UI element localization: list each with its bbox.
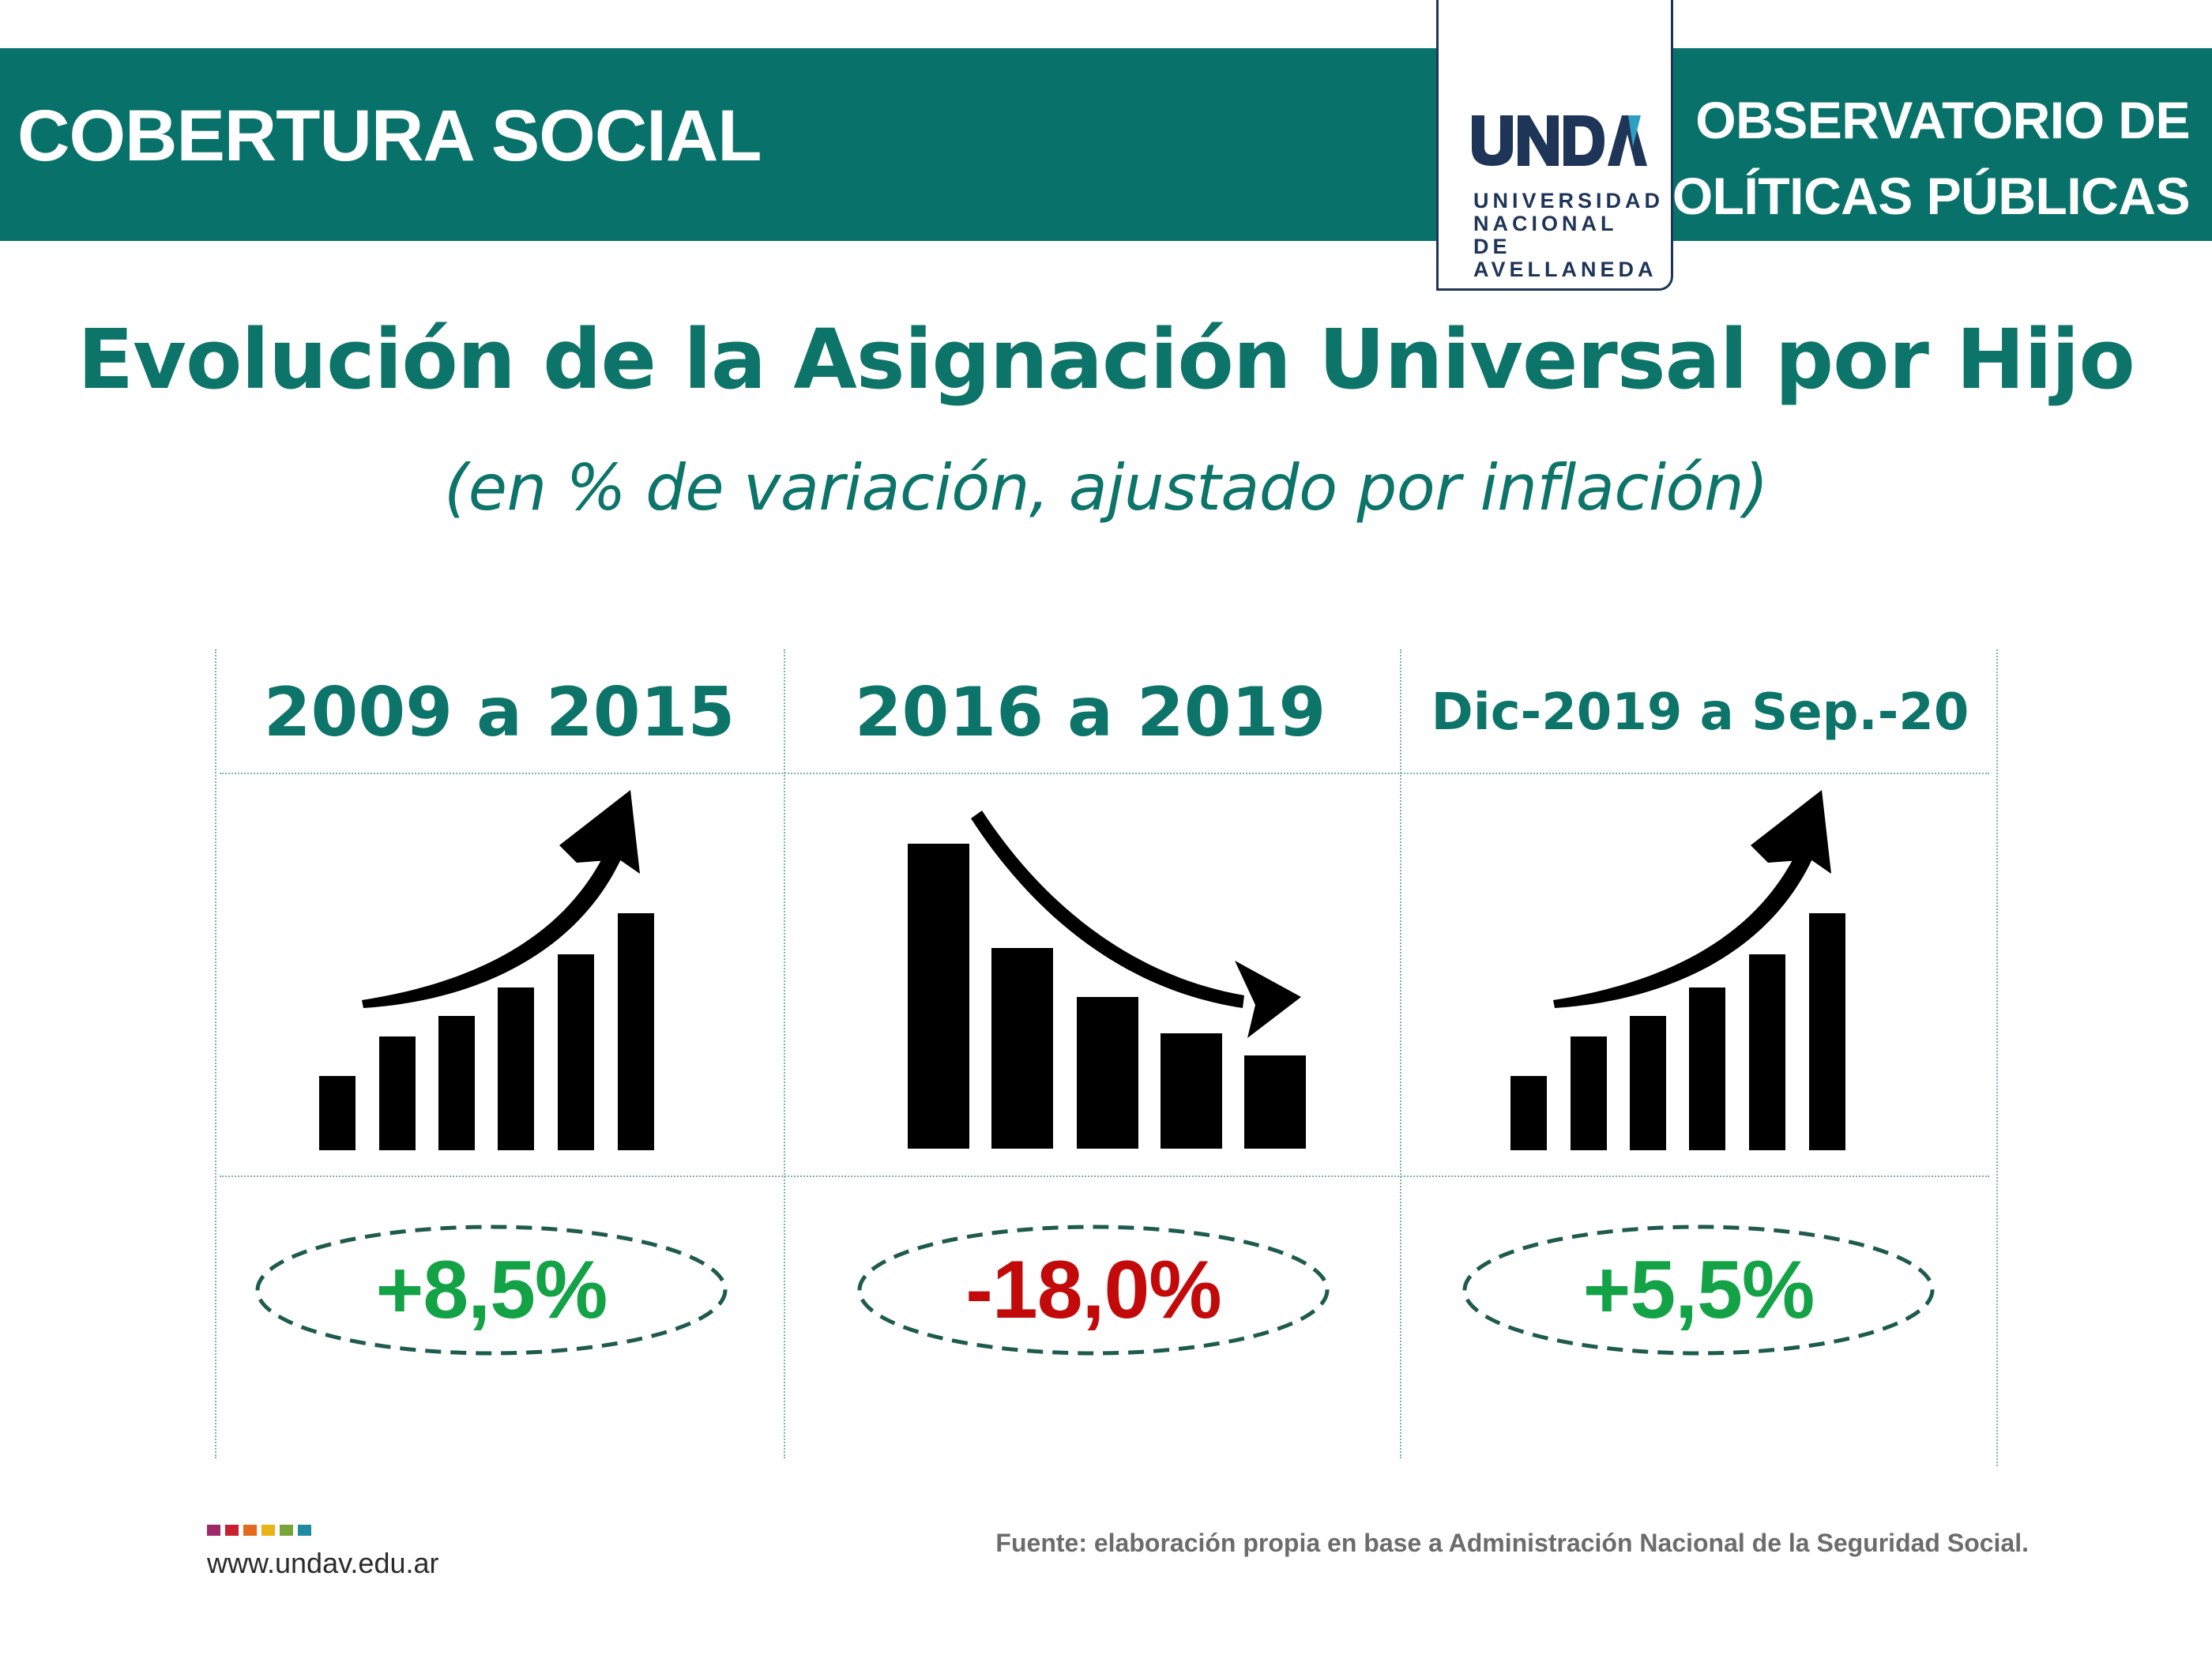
period-label-1: 2009 a 2015 bbox=[263, 673, 735, 752]
grid-line bbox=[1996, 649, 1998, 1466]
logo-line-3: AVELLANEDA bbox=[1473, 258, 1657, 281]
growth-chart-icon bbox=[1510, 790, 1845, 1150]
grid-line bbox=[784, 649, 785, 1458]
brand-square bbox=[280, 1525, 293, 1536]
growth-chart-icon bbox=[319, 790, 654, 1150]
website-link[interactable]: www.undav.edu.ar bbox=[207, 1547, 439, 1579]
source-note: Fuente: elaboración propia en base a Adm… bbox=[995, 1529, 2029, 1557]
period-label-2: 2016 a 2019 bbox=[854, 673, 1326, 752]
page-subtitle: (en % de variación, ajustado por inflaci… bbox=[444, 451, 1768, 525]
brand-square bbox=[243, 1525, 257, 1536]
variation-value-2: -18,0% bbox=[965, 1244, 1222, 1336]
variation-value-3: +5,5% bbox=[1582, 1244, 1815, 1336]
brand-square bbox=[298, 1525, 311, 1536]
dashed-ellipse-icon bbox=[857, 1224, 1330, 1356]
grid-line bbox=[215, 649, 216, 1458]
observatory-line-1: OBSERVATORIO DE bbox=[1695, 91, 2190, 149]
logo-caption: UNIVERSIDAD NACIONAL DE AVELLANEDA bbox=[1473, 190, 1663, 281]
grid-line bbox=[1400, 649, 1401, 1458]
observatory-title: OBSERVATORIO DE POLÍTICAS PÚBLICAS bbox=[1638, 82, 2190, 234]
decline-chart-icon bbox=[908, 811, 1306, 1149]
grid-line bbox=[220, 773, 1989, 774]
brand-square bbox=[207, 1525, 220, 1536]
dashed-ellipse-icon bbox=[255, 1224, 728, 1356]
section-title: COBERTURA SOCIAL bbox=[17, 96, 762, 176]
observatory-line-2: POLÍTICAS PÚBLICAS bbox=[1638, 167, 2190, 225]
logo-line-2: NACIONAL DE bbox=[1473, 212, 1618, 258]
university-logo: UNIVERSIDAD NACIONAL DE AVELLANEDA bbox=[1436, 0, 1673, 291]
period-label-3: Dic-2019 a Sep.-20 bbox=[1431, 683, 1969, 742]
page-title: Evolución de la Asignación Universal por… bbox=[77, 311, 2135, 408]
value-badge-2: -18,0% bbox=[856, 1223, 1330, 1357]
value-badge-3: +5,5% bbox=[1462, 1223, 1936, 1357]
header-banner bbox=[0, 48, 2212, 241]
brand-square bbox=[261, 1525, 275, 1536]
brand-square bbox=[225, 1525, 239, 1536]
variation-value-1: +8,5% bbox=[375, 1244, 608, 1336]
grid-line bbox=[220, 1176, 1989, 1177]
brand-color-squares bbox=[207, 1525, 316, 1536]
undav-wordmark-icon bbox=[1472, 115, 1647, 166]
logo-line-1: UNIVERSIDAD bbox=[1473, 189, 1665, 213]
value-badge-1: +8,5% bbox=[254, 1223, 728, 1357]
dashed-ellipse-icon bbox=[1462, 1224, 1935, 1356]
